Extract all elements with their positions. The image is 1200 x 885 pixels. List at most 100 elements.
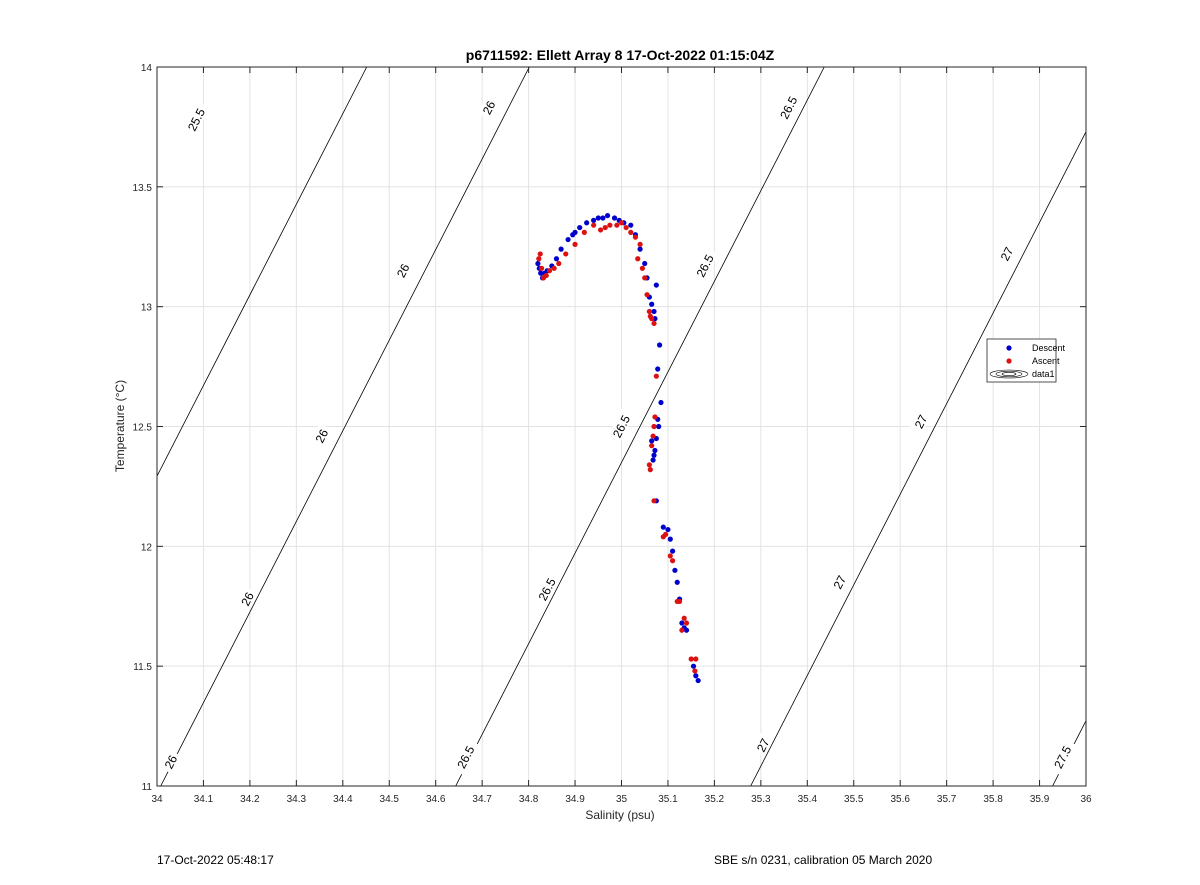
- contour-label-group: 27: [828, 569, 850, 594]
- descent-point: [584, 220, 590, 226]
- descent-point: [642, 260, 648, 267]
- descent-point: [656, 423, 662, 430]
- ascent-point: [536, 256, 542, 262]
- contour-label-gap: [828, 569, 850, 594]
- contour-label-group: 27: [751, 732, 774, 757]
- descent-point: [604, 212, 611, 219]
- ascent-point: [543, 272, 549, 279]
- descent-point: [611, 215, 618, 221]
- descent-point: [653, 282, 659, 288]
- contour-label-gap: [532, 570, 561, 608]
- legend: Descent Ascent data1: [986, 338, 1066, 383]
- descent-point: [649, 301, 655, 307]
- y-tick-label: 13.5: [133, 183, 153, 194]
- contour-label-gap: [159, 749, 181, 774]
- descent-point: [595, 215, 601, 221]
- ascent-point: [556, 260, 562, 267]
- contour-label-gap: [606, 407, 635, 445]
- contour-label-gap: [1047, 738, 1076, 776]
- ascent-point: [623, 224, 629, 231]
- x-tick-label: 35.8: [983, 794, 1003, 805]
- ascent-point: [688, 656, 694, 662]
- contour-label: 26: [394, 261, 413, 280]
- series-ascent: [536, 220, 699, 674]
- ascent-point: [653, 373, 659, 379]
- contour-label-group: 26: [477, 95, 500, 120]
- descent-point: [695, 677, 701, 684]
- ascent-point: [607, 222, 613, 228]
- descent-point: [683, 627, 690, 633]
- ascent-point: [683, 620, 690, 626]
- descent-point: [655, 366, 661, 372]
- contour-label: 27: [912, 412, 931, 431]
- ascent-point: [649, 443, 655, 449]
- legend-data1-label: data1: [1032, 369, 1055, 379]
- contour-label: 26: [313, 427, 332, 446]
- ascent-point: [663, 531, 669, 537]
- footer-timestamp: 17-Oct-2022 05:48:17: [157, 853, 274, 867]
- ascent-point: [650, 433, 656, 439]
- ascent-point: [651, 423, 657, 430]
- descent-point: [693, 673, 699, 679]
- contour-label-group: 27: [909, 409, 932, 434]
- x-tick-label: 34.6: [426, 794, 446, 805]
- contour-label-group: 26.5: [451, 738, 479, 776]
- x-tick-label: 34.8: [519, 794, 539, 805]
- legend-descent-marker: [1006, 345, 1012, 351]
- ascent-point: [644, 292, 650, 298]
- y-tick-label: 12: [141, 542, 153, 553]
- descent-point: [656, 342, 663, 348]
- descent-point: [674, 579, 680, 585]
- chart-title: p6711592: Ellett Array 8 17-Oct-2022 01:…: [466, 47, 775, 63]
- x-tick-label: 34.3: [287, 794, 307, 805]
- ascent-point: [546, 268, 553, 274]
- ascent-point: [647, 467, 653, 473]
- contour-label-group: 26: [159, 749, 181, 774]
- series-descent: [535, 212, 701, 684]
- x-tick-label: 36: [1080, 794, 1092, 805]
- x-tick-label: 35.4: [798, 794, 818, 805]
- x-tick-label: 35.9: [1030, 794, 1050, 805]
- x-tick-label: 35.7: [937, 794, 957, 805]
- legend-descent-label: Descent: [1032, 343, 1066, 353]
- density-contour-27: [750, 130, 1086, 786]
- y-tick-label: 14: [141, 63, 153, 74]
- x-tick-label: 35: [616, 794, 628, 805]
- contour-label-gap: [909, 409, 932, 434]
- footer-calibration-note: SBE s/n 0231, calibration 05 March 2020: [714, 853, 933, 867]
- x-tick-label: 35.3: [751, 794, 771, 805]
- descent-point: [558, 246, 564, 252]
- legend-ascent-marker: [1006, 358, 1012, 364]
- contour-label-group: 26: [391, 258, 414, 283]
- ascent-point: [652, 414, 658, 420]
- descent-point: [572, 229, 578, 235]
- descent-point: [591, 217, 597, 223]
- ascent-point: [551, 265, 557, 271]
- contour-label-group: 27.5: [1047, 738, 1076, 776]
- contour-label: 26: [238, 590, 257, 609]
- contour-label-gap: [451, 738, 479, 776]
- contour-label: 26: [480, 98, 499, 117]
- descent-point: [651, 308, 657, 315]
- contour-label-group: 27: [995, 241, 1017, 266]
- ascent-point: [632, 234, 639, 240]
- contour-label-gap: [310, 423, 332, 448]
- x-tick-label: 35.6: [890, 794, 910, 805]
- density-contours: 25.5262626262626.526.526.526.526.5272727…: [157, 67, 1086, 786]
- descent-point: [651, 452, 657, 458]
- ascent-point: [676, 598, 683, 605]
- descent-point: [650, 457, 656, 463]
- ascent-point: [537, 251, 543, 257]
- descent-point: [690, 663, 697, 669]
- contour-label-group: 25.5: [181, 100, 210, 138]
- ascent-point: [597, 227, 604, 233]
- descent-point: [535, 260, 541, 267]
- x-tick-label: 35.2: [705, 794, 725, 805]
- contour-label-gap: [391, 258, 414, 283]
- contour-label-gap: [235, 586, 258, 611]
- contour-label-group: 26: [235, 586, 258, 611]
- ascent-point: [591, 222, 597, 228]
- ascent-point: [692, 668, 698, 674]
- descent-point: [652, 447, 658, 454]
